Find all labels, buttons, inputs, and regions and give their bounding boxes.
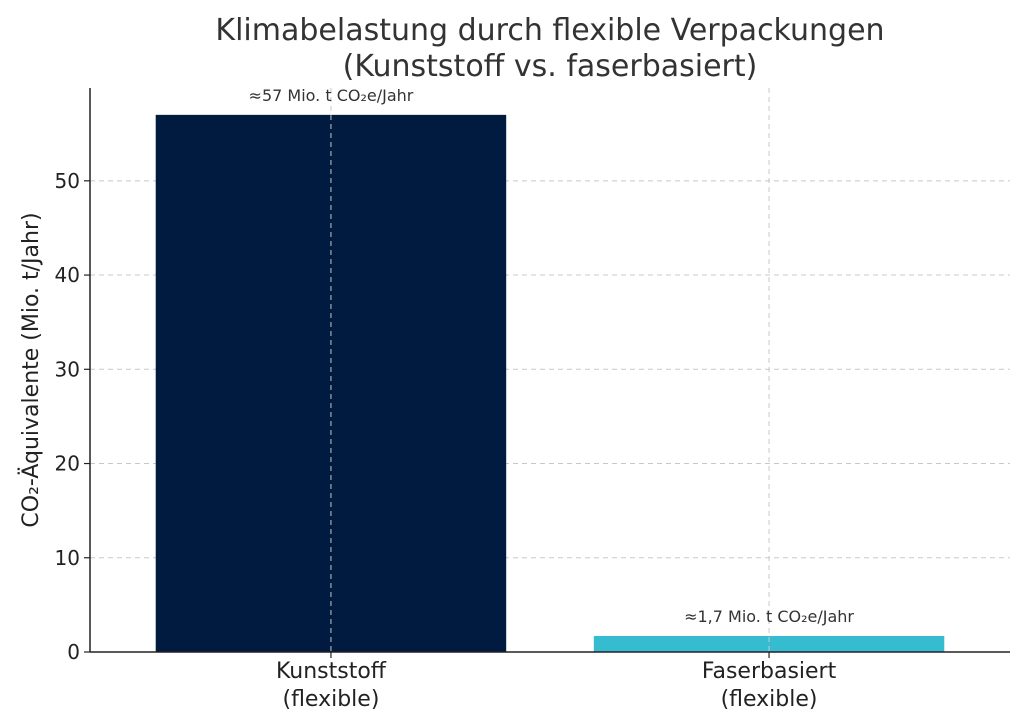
chart-title-line-1: Klimabelastung durch flexible Verpackung… [215,13,884,48]
y-axis-title: CO₂-Äquivalente (Mio. t/Jahr) [18,212,44,527]
y-tick-label-4: 40 [55,263,80,287]
x-tick-label-1-0: Faserbasiert [702,659,837,684]
y-tick-label-1: 10 [55,546,80,570]
data-label-1: ≈1,7 Mio. t CO₂e/Jahr [684,607,854,626]
y-tick-label-5: 50 [55,169,80,193]
y-tick-label-3: 30 [55,357,80,381]
x-tick-label-0-0: Kunststoff [276,659,387,684]
y-tick-label-2: 20 [55,452,80,476]
bar-1 [593,635,945,652]
plot-area: 0 10 20 30 40 50 Kunststoff (flexible) Faserbasi… [55,86,1010,712]
x-tick-label-0-1: (flexible) [282,687,379,712]
chart-title-line-2: (Kunststoff vs. faserbasiert) [343,49,758,84]
bar-0 [155,114,507,653]
x-tick-label-1-1: (flexible) [721,687,818,712]
data-label-0: ≈57 Mio. t CO₂e/Jahr [249,86,414,105]
y-tick-label-0: 0 [67,640,80,664]
